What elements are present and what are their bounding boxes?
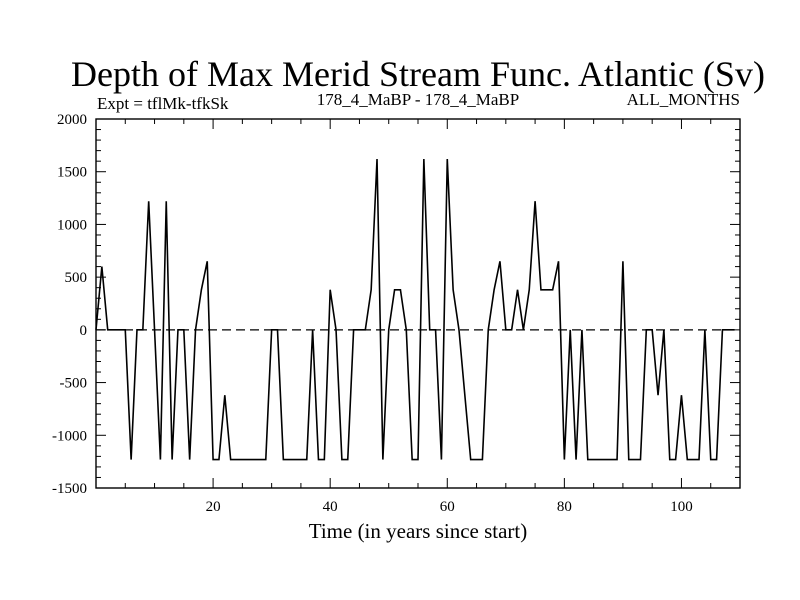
y-tick-label: 2000 (57, 112, 87, 128)
x-tick-label: 20 (206, 499, 221, 515)
experiment-label: Expt = tflMk-tfkSk (97, 94, 229, 113)
chart-title: Depth of Max Merid Stream Func. Atlantic… (71, 54, 765, 94)
y-tick-label: 1500 (57, 165, 87, 181)
x-axis-label: Time (in years since start) (309, 519, 528, 543)
y-tick-label: -500 (60, 376, 88, 392)
y-tick-label: -1500 (52, 481, 87, 497)
y-tick-label: 1000 (57, 217, 87, 233)
months-label: ALL_MONTHS (627, 90, 740, 109)
y-tick-label: -1000 (52, 428, 87, 444)
plot-frame (95, 118, 741, 489)
series-line-depth (95, 159, 735, 461)
x-tick-label: 80 (557, 499, 572, 515)
plot-area: 20 40 60 80 100 -1500 -1000 -500 0 500 1000 1500 200… (52, 112, 741, 515)
run-comparison-label: 178_4_MaBP - 178_4_MaBP (317, 90, 519, 109)
x-tick-label: 60 (440, 499, 455, 515)
x-tick-label: 100 (670, 499, 693, 515)
y-tick-label: 500 (65, 270, 88, 286)
x-tick-label: 40 (323, 499, 338, 515)
y-tick-label: 0 (80, 323, 88, 339)
